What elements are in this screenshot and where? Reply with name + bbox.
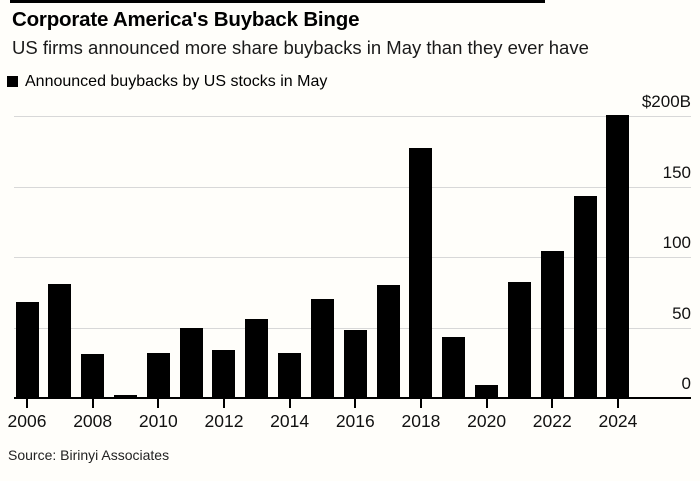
x-tick-label-2022: 2022 [532, 411, 572, 431]
gridline-150 [14, 186, 691, 188]
x-axis-line [14, 397, 691, 399]
bar-2014 [278, 352, 302, 398]
x-tick-label-2008: 2008 [73, 411, 113, 431]
legend-swatch-icon [7, 76, 18, 87]
bar-2023 [573, 196, 597, 398]
bar-2016 [343, 330, 367, 398]
bar-2013 [245, 319, 269, 398]
bar-2021 [507, 282, 531, 398]
bar-2008 [81, 354, 105, 398]
y-tick-label-200: $200B [641, 92, 691, 111]
bar-2007 [48, 283, 72, 398]
legend: Announced buybacks by US stocks in May [7, 73, 327, 91]
x-tick-label-2018: 2018 [401, 411, 441, 431]
gridline-50 [14, 327, 691, 329]
chart-title: Corporate America's Buyback Binge [12, 8, 360, 31]
y-tick-label-100: 100 [662, 233, 691, 252]
x-tick-2012 [222, 398, 225, 408]
bar-2006 [15, 302, 39, 398]
x-tick-label-2006: 2006 [7, 411, 47, 431]
y-tick-label-0: 0 [681, 374, 691, 393]
bar-2011 [179, 327, 203, 398]
x-tick-2008 [91, 398, 94, 408]
bar-2012 [212, 350, 236, 398]
top-rule [10, 0, 545, 3]
x-tick-2010 [157, 398, 160, 408]
bar-2022 [540, 251, 564, 398]
x-tick-label-2010: 2010 [138, 411, 178, 431]
y-tick-label-50: 50 [672, 303, 691, 323]
bar-2018 [409, 148, 433, 398]
y-tick-label-150: 150 [662, 162, 691, 182]
chart-subtitle: US firms announced more share buybacks i… [12, 37, 589, 58]
bar-2020 [475, 385, 499, 398]
legend-label: Announced buybacks by US stocks in May [25, 73, 328, 90]
bar-2017 [376, 285, 400, 398]
bar-2019 [442, 337, 466, 398]
gridline-100 [14, 257, 691, 258]
x-tick-2022 [551, 398, 554, 408]
x-tick-2018 [419, 398, 422, 408]
x-tick-2020 [485, 398, 488, 408]
x-tick-label-2012: 2012 [204, 411, 244, 431]
x-tick-label-2024: 2024 [598, 411, 638, 431]
x-tick-2014 [288, 398, 291, 408]
bar-2024 [606, 114, 630, 398]
x-tick-label-2014: 2014 [270, 411, 310, 431]
x-tick-2016 [354, 398, 357, 408]
bar-2015 [310, 299, 334, 398]
x-tick-label-2020: 2020 [467, 411, 507, 431]
x-tick-2006 [26, 398, 28, 408]
x-tick-2024 [616, 398, 619, 408]
x-tick-label-2016: 2016 [335, 411, 375, 431]
gridline-200 [14, 116, 691, 117]
bar-2010 [146, 352, 170, 398]
bar-2009 [113, 395, 137, 398]
source-note: Source: Birinyi Associates [8, 447, 170, 463]
